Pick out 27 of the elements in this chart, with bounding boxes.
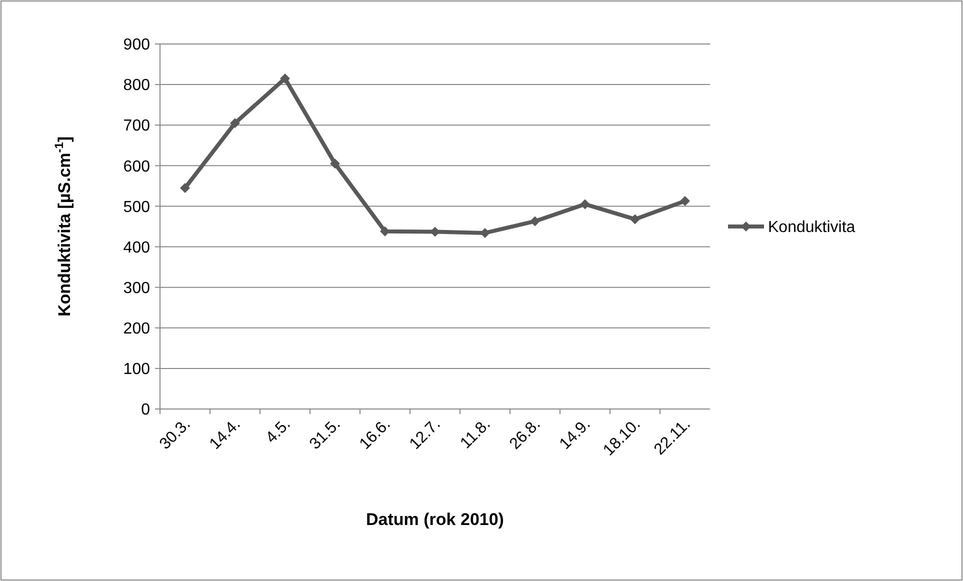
point — [380, 226, 390, 236]
x-axis-title: Datum (rok 2010) — [366, 510, 504, 529]
point — [530, 216, 540, 226]
y-tick-label: 800 — [123, 77, 150, 94]
y-tick-label: 300 — [123, 280, 150, 297]
point — [230, 118, 240, 128]
point — [430, 226, 440, 237]
y-tick-label: 200 — [123, 320, 150, 338]
point — [330, 158, 340, 169]
point — [480, 228, 490, 238]
x-tick-label: 11.8. — [457, 416, 494, 452]
point — [630, 214, 640, 224]
y-tick-label: 600 — [123, 158, 150, 176]
y-tick-label: 400 — [123, 239, 150, 256]
x-tick-label: 30.3. — [156, 416, 194, 453]
x-tick-label: 4.5. — [262, 416, 294, 447]
y-tick-label: 100 — [123, 361, 150, 378]
legend-label: Konduktivita — [768, 219, 856, 236]
point — [680, 196, 690, 206]
y-tick-label: 500 — [123, 198, 150, 216]
point — [580, 199, 590, 210]
y-tick-label: 0 — [141, 402, 150, 419]
x-tick-label: 31.5. — [306, 416, 344, 453]
y-tick-label: 900 — [123, 36, 150, 54]
point — [280, 73, 290, 84]
y-tick-label: 700 — [123, 118, 150, 135]
point — [180, 182, 190, 193]
